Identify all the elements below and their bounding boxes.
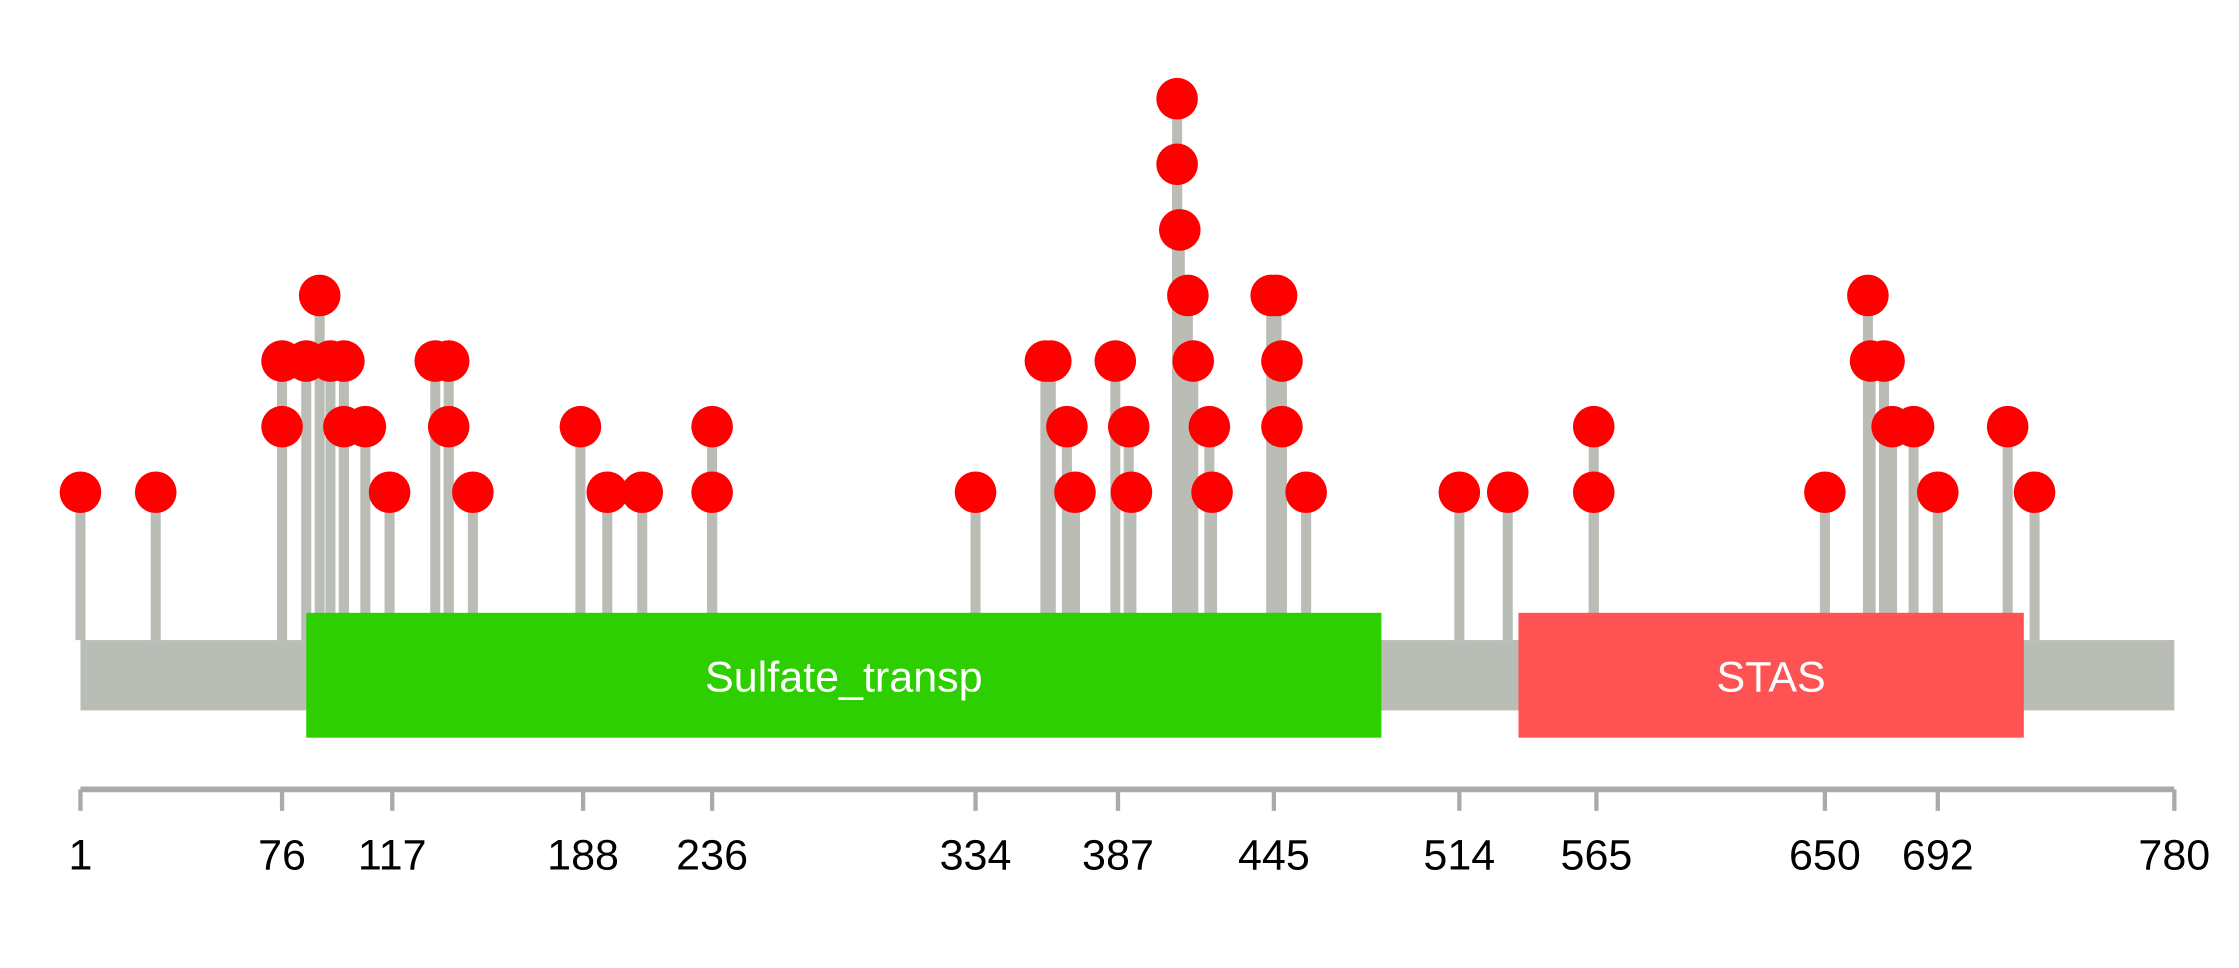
- mutation-marker: [691, 471, 733, 514]
- tick-label: 445: [1238, 832, 1310, 880]
- mutation-marker: [1438, 471, 1481, 514]
- tick-label: 188: [547, 832, 619, 880]
- mutation-marker: [1285, 471, 1327, 514]
- mutation-marker: [1029, 340, 1072, 382]
- tick-label: 780: [2138, 832, 2210, 880]
- mutation-marker: [1261, 405, 1303, 448]
- tick-label: 76: [258, 832, 306, 880]
- mutation-marker: [1158, 209, 1201, 251]
- tick-label: 514: [1423, 832, 1495, 880]
- mutation-marker: [59, 471, 102, 514]
- mutation-marker: [344, 405, 387, 448]
- domains-layer: Sulfate_transp STAS: [306, 612, 2024, 738]
- mutation-marker: [1156, 77, 1198, 120]
- x-axis: 1 76 117 188 236 334 387 445 514 565 650 692 780: [68, 786, 2210, 880]
- mutation-marker: [1261, 340, 1303, 382]
- markers-layer: [59, 77, 2056, 514]
- mutation-marker: [586, 471, 629, 514]
- mutation-marker: [261, 405, 303, 448]
- mutation-marker: [1172, 340, 1215, 382]
- mutation-marker: [1054, 471, 1096, 514]
- mutation-marker: [368, 471, 411, 514]
- tick-label: 387: [1082, 832, 1154, 880]
- mutation-marker: [1094, 340, 1137, 382]
- mutation-marker: [691, 405, 733, 448]
- mutation-marker: [1156, 143, 1198, 186]
- mutation-marker: [298, 274, 341, 317]
- mutation-marker: [1110, 471, 1153, 514]
- mutation-marker: [1847, 274, 1889, 317]
- mutation-marker: [2013, 471, 2056, 514]
- mutation-marker: [452, 471, 494, 514]
- mutation-marker: [1255, 274, 1298, 317]
- domain-label: STAS: [1717, 654, 1826, 702]
- domain-label: Sulfate_transp: [705, 654, 983, 702]
- mutation-marker: [1804, 471, 1846, 514]
- domain-sulfate-transp: [306, 612, 1382, 738]
- mutation-marker: [1986, 405, 2029, 448]
- mutation-marker: [1572, 471, 1615, 514]
- mutation-marker: [1863, 340, 1905, 382]
- mutation-marker: [427, 405, 470, 448]
- mutation-marker: [954, 471, 997, 514]
- tick-label: 236: [676, 832, 748, 880]
- mutation-marker: [1188, 405, 1231, 448]
- tick-label: 565: [1561, 832, 1633, 880]
- tick-label: 650: [1789, 832, 1861, 880]
- tick-label: 692: [1902, 832, 1974, 880]
- mutation-marker: [427, 340, 470, 382]
- mutation-marker: [1046, 405, 1088, 448]
- mutation-marker: [1486, 471, 1529, 514]
- mutation-marker: [1892, 405, 1935, 448]
- tick-label: 334: [940, 832, 1012, 880]
- mutation-marker: [1167, 274, 1209, 317]
- mutation-marker: [559, 405, 602, 448]
- mutation-marker: [1572, 405, 1615, 448]
- mutation-marker: [134, 471, 177, 514]
- domain-stas: [1518, 612, 2024, 738]
- mutation-marker: [1191, 471, 1233, 514]
- mutation-marker: [1107, 405, 1150, 448]
- tick-label: 117: [358, 832, 427, 880]
- mutation-marker: [621, 471, 664, 514]
- mutation-marker: [323, 340, 365, 382]
- tick-label: 1: [68, 832, 92, 880]
- mutation-marker: [1916, 471, 1959, 514]
